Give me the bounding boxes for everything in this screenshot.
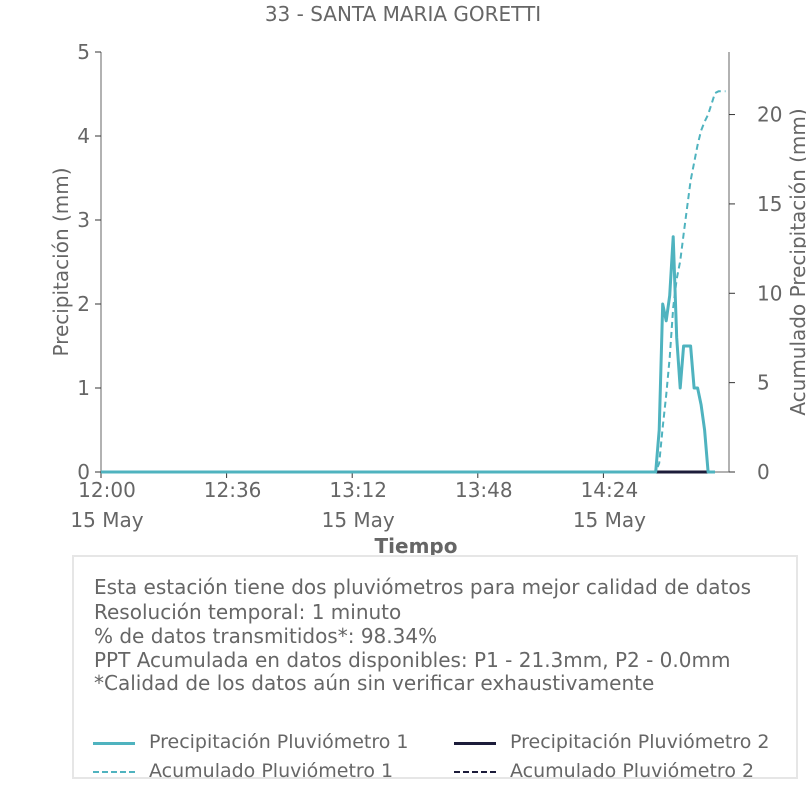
- y2-tick-label-4: 20: [757, 103, 782, 127]
- y2-tick-label-2: 10: [757, 281, 782, 305]
- legend-label-acum-p1: Acumulado Pluviómetro 1: [149, 760, 394, 782]
- info-box: Esta estación tiene dos pluviómetros par…: [72, 555, 798, 782]
- x-tick-date-0: 15 May: [70, 508, 143, 532]
- y2-axis-label: Acumulado Precipitación (mm): [786, 108, 806, 415]
- x-tick-label-2: 13:12: [329, 478, 387, 502]
- chart-title: 33 - SANTA MARIA GORETTI: [264, 2, 542, 26]
- y-tick-label-0: 0: [77, 460, 90, 484]
- y2-tick-label-0: 0: [757, 460, 770, 484]
- legend-label-acum-p2: Acumulado Pluviómetro 2: [510, 760, 755, 782]
- x-tick-date-2: 15 May: [322, 508, 395, 532]
- x-tick-label-1: 12:36: [204, 478, 262, 502]
- y2-tick-label-3: 15: [757, 192, 782, 216]
- precipitation-chart: 0 1 2 3 4 5 0 5 10 15 20 12:00 15 May 12:36 13:12 15 Ma…: [49, 40, 806, 558]
- x-tick-label-4: 14:24: [581, 478, 639, 502]
- x-axis-label: Tiempo: [375, 534, 458, 558]
- legend-swatch-acum-p1: [93, 771, 135, 773]
- legend-swatch-p2: [454, 742, 496, 745]
- y-tick-label-5: 5: [77, 40, 90, 64]
- y2-tick-label-1: 5: [757, 371, 770, 395]
- legend-label-p2: Precipitación Pluviómetro 2: [510, 731, 770, 753]
- info-line-transmitted: % de datos transmitidos*: 98.34%: [94, 624, 438, 648]
- x-tick-label-0: 12:00: [78, 478, 136, 502]
- info-line-accumulated: PPT Acumulada en datos disponibles: P1 -…: [94, 648, 731, 672]
- y-tick-label-1: 1: [77, 376, 90, 400]
- y-tick-label-4: 4: [77, 124, 90, 148]
- y-tick-label-2: 2: [77, 292, 90, 316]
- info-line-resolution: Resolución temporal: 1 minuto: [94, 600, 402, 624]
- y-tick-label-3: 3: [77, 208, 90, 232]
- y-axis-label: Precipitación (mm): [49, 167, 73, 356]
- x-tick-label-3: 13:48: [455, 478, 513, 502]
- legend-swatch-p1: [93, 742, 135, 745]
- x-tick-date-4: 15 May: [573, 508, 646, 532]
- info-line-stations: Esta estación tiene dos pluviómetros par…: [94, 575, 752, 599]
- series-line-acum-p1: [101, 90, 726, 473]
- legend-label-p1: Precipitación Pluviómetro 1: [149, 731, 409, 753]
- info-line-quality-note: *Calidad de los datos aún sin verificar …: [94, 671, 655, 695]
- series-line-p1: [101, 235, 715, 474]
- legend-swatch-acum-p2: [454, 771, 496, 773]
